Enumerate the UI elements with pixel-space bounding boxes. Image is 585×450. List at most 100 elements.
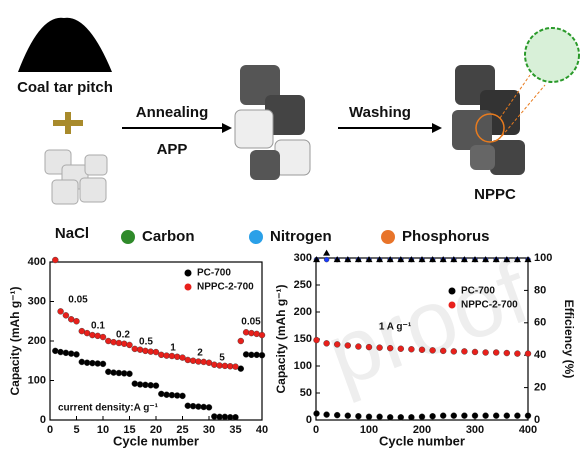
point bbox=[195, 359, 201, 365]
legend-marker bbox=[185, 270, 192, 277]
point bbox=[132, 346, 138, 352]
point bbox=[100, 334, 106, 340]
watermark: proof bbox=[314, 242, 542, 406]
point bbox=[121, 370, 127, 376]
point bbox=[180, 393, 186, 399]
point bbox=[95, 361, 101, 367]
point bbox=[95, 333, 101, 339]
point bbox=[472, 349, 478, 355]
x-tick-label: 30 bbox=[203, 424, 215, 436]
point bbox=[248, 352, 254, 358]
point bbox=[323, 250, 330, 256]
annotation: current density:A g⁻¹ bbox=[58, 403, 159, 414]
y-tick-label: 100 bbox=[294, 360, 312, 372]
x-tick-label: 40 bbox=[256, 424, 268, 436]
point bbox=[84, 330, 90, 336]
point bbox=[254, 331, 260, 337]
point bbox=[74, 351, 80, 357]
point bbox=[243, 329, 249, 335]
point bbox=[355, 344, 361, 350]
point bbox=[190, 358, 196, 364]
annotation: 0.5 bbox=[139, 337, 153, 348]
y-tick-label: 0 bbox=[306, 414, 312, 426]
point bbox=[153, 383, 159, 389]
point bbox=[525, 351, 531, 357]
point bbox=[483, 350, 489, 356]
point bbox=[195, 404, 201, 410]
point bbox=[259, 352, 265, 358]
point bbox=[493, 413, 499, 419]
y2-tick-label: 60 bbox=[534, 317, 546, 329]
point bbox=[105, 369, 111, 375]
point bbox=[84, 360, 90, 366]
point bbox=[243, 351, 249, 357]
point bbox=[387, 414, 393, 420]
point bbox=[248, 330, 254, 336]
point bbox=[68, 351, 74, 357]
point bbox=[324, 340, 330, 346]
x-tick-label: 300 bbox=[466, 424, 484, 436]
annotation: 1 A g⁻¹ bbox=[379, 322, 412, 333]
point bbox=[525, 413, 531, 419]
point bbox=[201, 359, 207, 365]
legend-label: PC-700 bbox=[461, 286, 495, 297]
point bbox=[238, 366, 244, 372]
y2-tick-label: 20 bbox=[534, 382, 546, 394]
point bbox=[180, 355, 186, 361]
legend-label: NPPC-2-700 bbox=[461, 300, 518, 311]
point bbox=[201, 404, 207, 410]
point bbox=[121, 341, 127, 347]
y-tick-label: 150 bbox=[294, 333, 312, 345]
point bbox=[514, 413, 520, 419]
carbon-blocks bbox=[235, 65, 310, 180]
point bbox=[116, 340, 122, 346]
point bbox=[127, 342, 133, 348]
point bbox=[142, 348, 148, 354]
atom-legend: Phosphorus bbox=[402, 228, 490, 245]
point bbox=[334, 341, 340, 347]
point bbox=[158, 352, 164, 358]
x-tick-label: 35 bbox=[229, 424, 241, 436]
y-tick-label: 300 bbox=[294, 252, 312, 264]
point bbox=[227, 363, 233, 369]
y-tick-label: 400 bbox=[28, 256, 46, 268]
y-tick-label: 200 bbox=[294, 306, 312, 318]
point bbox=[345, 413, 351, 419]
point bbox=[440, 413, 446, 419]
point bbox=[132, 381, 138, 387]
point bbox=[52, 257, 58, 263]
y-tick-label: 50 bbox=[300, 387, 312, 399]
point bbox=[461, 413, 467, 419]
point bbox=[504, 413, 510, 419]
point bbox=[89, 360, 95, 366]
nppc-blocks bbox=[452, 28, 579, 175]
annotation: 1 bbox=[170, 343, 176, 354]
atom-icon bbox=[249, 230, 263, 244]
point bbox=[430, 347, 436, 353]
point bbox=[190, 403, 196, 409]
point bbox=[314, 337, 320, 343]
step1-agent: APP bbox=[157, 141, 188, 158]
point bbox=[334, 412, 340, 418]
point bbox=[451, 413, 457, 419]
point bbox=[366, 414, 372, 420]
annotation: 0.05 bbox=[241, 317, 261, 328]
point bbox=[238, 338, 244, 344]
point bbox=[164, 392, 170, 398]
pitch-icon bbox=[18, 18, 112, 72]
point bbox=[58, 349, 64, 355]
point bbox=[116, 370, 122, 376]
x-tick-label: 0 bbox=[47, 424, 53, 436]
x-tick-label: 10 bbox=[97, 424, 109, 436]
x-axis-label: Cycle number bbox=[379, 433, 465, 448]
annotation: 0.2 bbox=[116, 330, 130, 341]
y-tick-label: 200 bbox=[28, 335, 46, 347]
legend-label: NPPC-2-700 bbox=[197, 282, 254, 293]
point bbox=[314, 411, 320, 417]
point bbox=[79, 359, 85, 365]
point bbox=[419, 414, 425, 420]
point bbox=[387, 345, 393, 351]
point bbox=[142, 382, 148, 388]
arrow-head bbox=[222, 123, 232, 133]
point bbox=[89, 332, 95, 338]
